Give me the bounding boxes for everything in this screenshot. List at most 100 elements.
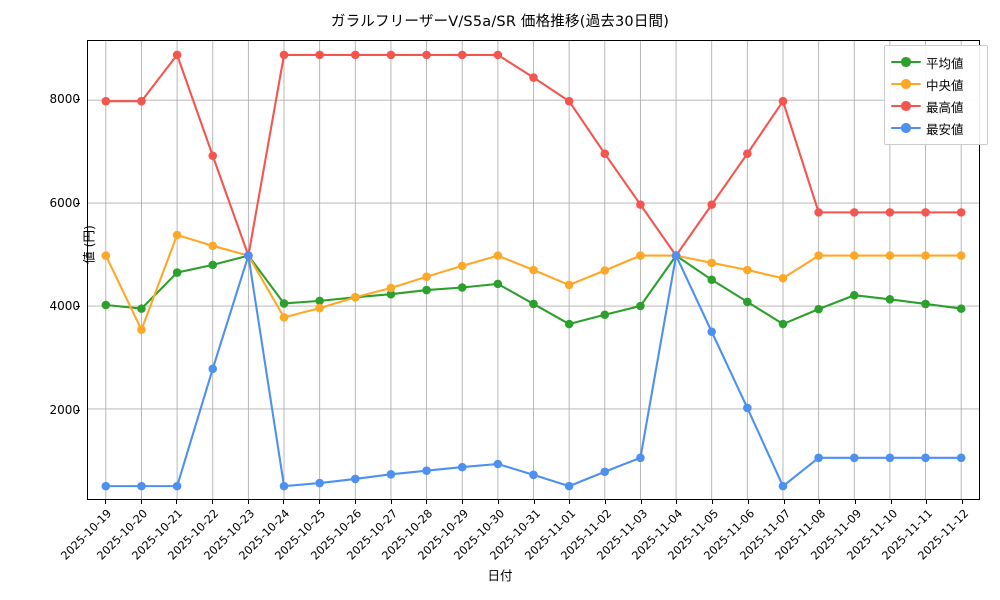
data-point (422, 50, 431, 60)
series-line (104, 233, 963, 331)
data-point (208, 260, 218, 270)
data-point (707, 275, 716, 285)
legend-item-3[interactable]: 最高値 (891, 95, 981, 117)
legend-marker-icon (891, 55, 921, 69)
y-tick-label: 6000 (49, 195, 80, 210)
data-point (172, 268, 182, 277)
data-point (315, 296, 324, 306)
data-point (921, 251, 930, 260)
data-point (778, 319, 788, 329)
data-point (457, 261, 467, 271)
x-tick-mark (176, 500, 178, 504)
data-point (315, 478, 324, 488)
data-point (172, 230, 182, 240)
data-point (849, 208, 859, 217)
legend-item-4[interactable]: 最安値 (891, 117, 981, 139)
data-point (493, 50, 503, 60)
data-point (137, 481, 146, 491)
legend-item-2[interactable]: 中央値 (891, 73, 981, 95)
series-line (104, 254, 963, 488)
data-point (885, 208, 895, 217)
data-point (778, 273, 788, 283)
y-tick-mark (76, 202, 80, 204)
data-series-layer (101, 50, 966, 491)
data-point (921, 208, 930, 217)
data-point (564, 481, 574, 491)
data-point (279, 313, 289, 322)
data-point (279, 481, 289, 491)
data-point (386, 283, 396, 293)
series-line (104, 53, 963, 257)
x-tick-mark (569, 500, 571, 504)
data-point (814, 251, 823, 260)
data-point (315, 50, 324, 60)
data-point (814, 208, 823, 217)
data-point (885, 295, 895, 304)
x-tick-mark (676, 500, 678, 504)
y-tick-mark (76, 99, 80, 101)
data-point (137, 304, 146, 313)
data-point (137, 96, 146, 106)
data-point (315, 303, 324, 313)
chart-legend: 平均値 中央値最高値最安値 (884, 45, 988, 145)
y-tick-label: 4000 (49, 299, 80, 314)
x-tick-mark (747, 500, 749, 504)
data-point (351, 474, 360, 484)
data-point (529, 265, 538, 275)
data-point (636, 251, 645, 260)
data-point (956, 453, 966, 463)
data-point (172, 481, 182, 491)
x-tick-mark (390, 500, 392, 504)
data-point (422, 272, 431, 281)
data-point (885, 453, 895, 463)
x-tick-mark (783, 500, 785, 504)
data-point (101, 300, 111, 310)
data-point (386, 50, 396, 60)
data-point (208, 364, 218, 374)
data-point (600, 467, 610, 477)
data-point (564, 319, 574, 329)
data-point (422, 285, 431, 295)
y-tick-label: 2000 (49, 402, 80, 417)
x-tick-mark (212, 500, 214, 504)
data-point (849, 251, 859, 260)
data-point (636, 453, 645, 463)
legend-marker-icon (891, 121, 921, 135)
x-tick-mark (354, 500, 356, 504)
legend-marker-icon (891, 77, 921, 91)
data-point (529, 299, 538, 309)
legend-item-label: 最安値 (926, 121, 964, 137)
x-axis-label: 日付 (487, 568, 513, 583)
data-point (493, 251, 503, 260)
data-point (351, 50, 360, 60)
x-tick-mark (462, 500, 464, 504)
data-point (493, 459, 503, 469)
data-point (885, 251, 895, 260)
data-point (101, 481, 111, 491)
data-point (529, 470, 538, 480)
x-axis-ticks: 2025-10-19 2025-10-20 2025-10-21 2025-10-22… (58, 500, 980, 596)
chart-title: ガラルフリーザーV/S5a/SR 価格推移(過去30日間) (330, 14, 670, 30)
legend-item-1[interactable]: 平均値 (891, 51, 981, 73)
data-point (101, 251, 111, 260)
data-point (921, 453, 930, 463)
x-tick-mark (283, 500, 285, 504)
data-point (849, 453, 859, 463)
y-axis-ticks: 2000 4000 6000 8000 (22, 40, 80, 500)
data-point (849, 290, 859, 300)
plot-area: 値 (円) (82, 40, 980, 500)
data-point (671, 251, 681, 260)
data-point (279, 50, 289, 60)
data-point (743, 149, 752, 158)
data-point (457, 283, 467, 292)
y-tick-label: 8000 (49, 92, 80, 107)
legend-item-label: 最高値 (926, 99, 964, 115)
data-point (244, 251, 253, 260)
x-tick-mark (604, 500, 606, 504)
data-point (636, 301, 645, 311)
x-tick-mark (319, 500, 321, 504)
data-point (600, 149, 610, 158)
x-tick-mark (247, 500, 249, 504)
y-axis-label: 値 (円) (81, 225, 97, 264)
